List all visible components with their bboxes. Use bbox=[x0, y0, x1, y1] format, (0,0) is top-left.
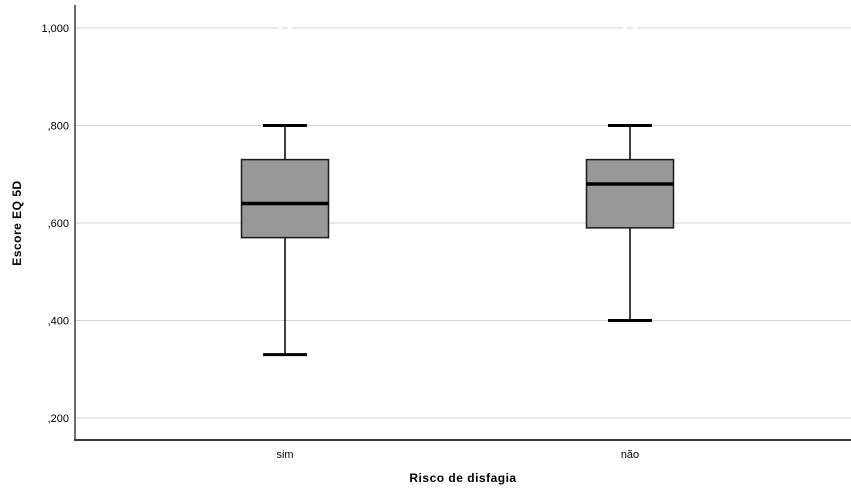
outlier-marker-sim bbox=[278, 20, 292, 35]
x-tick-label-nao: não bbox=[621, 449, 639, 461]
x-tick-label-sim: sim bbox=[276, 449, 293, 461]
outlier-marker-nao bbox=[623, 20, 637, 35]
y-tick-label--800: ,800 bbox=[48, 120, 69, 132]
y-tick-label--400: ,400 bbox=[48, 316, 69, 328]
iqr-box-sim bbox=[240, 158, 330, 239]
y-tick-label--600: ,600 bbox=[48, 218, 69, 230]
y-axis-title: Escore EQ 5D bbox=[10, 180, 24, 266]
x-axis-title: Risco de disfagia bbox=[409, 471, 517, 485]
y-tick-label-1-000: 1,000 bbox=[41, 23, 69, 35]
y-tick-label--200: ,200 bbox=[48, 413, 69, 425]
iqr-box-nao bbox=[585, 158, 675, 229]
